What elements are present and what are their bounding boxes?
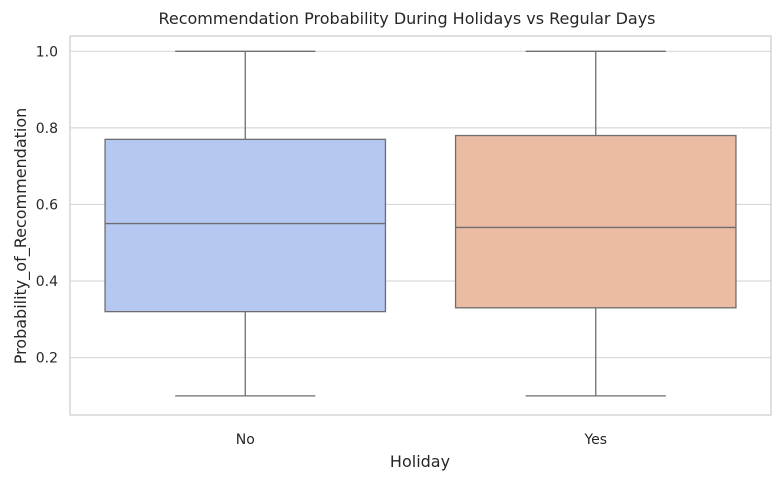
y-axis-label: Probability_of_Recommendation	[11, 108, 31, 365]
boxes	[104, 50, 737, 397]
x-axis-label: Holiday	[390, 452, 450, 471]
plot-frame	[69, 35, 772, 416]
y-tick-label: 1.0	[36, 44, 58, 60]
box-no	[104, 50, 387, 397]
x-tick-label: Yes	[583, 432, 607, 448]
y-tick-label: 0.8	[36, 121, 58, 137]
iqr-box	[454, 134, 737, 309]
x-tick-label: No	[236, 432, 255, 448]
chart-title: Recommendation Probability During Holida…	[158, 9, 655, 28]
y-axis-ticks: 0.2 0.4 0.6 0.8 1.0	[36, 44, 58, 366]
y-tick-label: 0.2	[36, 351, 58, 367]
iqr-box	[104, 138, 387, 313]
plot-border	[69, 35, 772, 416]
y-tick-label: 0.4	[36, 274, 58, 290]
box-yes	[454, 50, 737, 397]
y-tick-label: 0.6	[36, 197, 58, 213]
x-axis-ticks: No Yes	[236, 432, 607, 448]
